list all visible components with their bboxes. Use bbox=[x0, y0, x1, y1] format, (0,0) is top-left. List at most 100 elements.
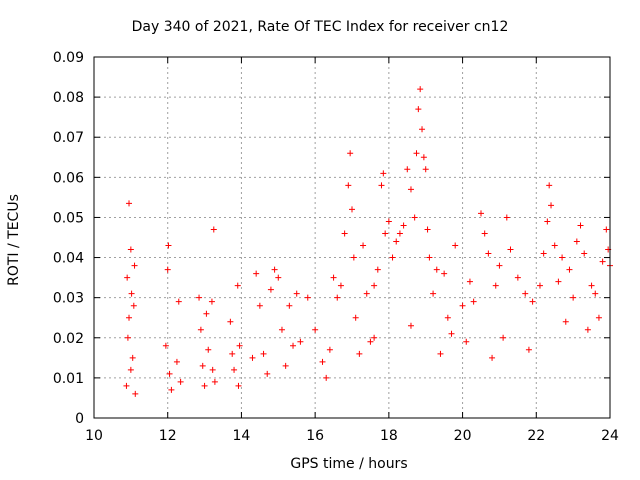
data-point bbox=[584, 326, 591, 333]
data-point bbox=[199, 362, 206, 369]
data-point bbox=[175, 298, 182, 305]
data-point bbox=[323, 374, 330, 381]
data-point bbox=[503, 214, 510, 221]
data-point bbox=[378, 182, 385, 189]
data-point bbox=[256, 302, 263, 309]
data-point bbox=[297, 338, 304, 345]
data-point bbox=[433, 266, 440, 273]
data-point bbox=[267, 286, 274, 293]
data-point bbox=[536, 282, 543, 289]
data-point bbox=[540, 250, 547, 257]
data-point bbox=[459, 302, 466, 309]
data-point bbox=[235, 382, 242, 389]
data-point bbox=[129, 354, 136, 361]
data-point bbox=[367, 338, 374, 345]
data-point bbox=[492, 282, 499, 289]
data-point bbox=[293, 290, 300, 297]
data-point bbox=[253, 270, 260, 277]
data-point bbox=[371, 334, 378, 341]
data-point bbox=[168, 386, 175, 393]
data-point bbox=[271, 266, 278, 273]
data-point bbox=[330, 274, 337, 281]
data-point bbox=[337, 282, 344, 289]
data-point bbox=[227, 318, 234, 325]
data-point bbox=[551, 242, 558, 249]
data-point bbox=[319, 358, 326, 365]
data-point bbox=[500, 334, 507, 341]
x-tick-label: 22 bbox=[527, 428, 545, 444]
data-point bbox=[437, 350, 444, 357]
y-tick-label: 0.08 bbox=[53, 90, 84, 106]
data-point bbox=[203, 310, 210, 317]
x-tick-label: 20 bbox=[454, 428, 472, 444]
data-point bbox=[349, 206, 355, 213]
data-point bbox=[415, 106, 422, 113]
data-point bbox=[371, 282, 378, 289]
data-point bbox=[334, 294, 341, 301]
data-point bbox=[290, 342, 297, 349]
data-point bbox=[566, 266, 573, 273]
x-tick-label: 24 bbox=[601, 428, 619, 444]
data-point bbox=[345, 182, 352, 189]
data-point bbox=[555, 278, 562, 285]
data-point bbox=[424, 226, 431, 233]
data-point bbox=[211, 378, 218, 385]
data-point bbox=[286, 302, 293, 309]
y-axis-label: ROTI / TECUs bbox=[6, 194, 22, 286]
data-point bbox=[396, 230, 403, 237]
data-point bbox=[347, 150, 354, 157]
data-point bbox=[260, 350, 267, 357]
data-point bbox=[131, 262, 138, 269]
x-tick-label: 10 bbox=[85, 428, 103, 444]
data-point bbox=[570, 294, 577, 301]
data-point bbox=[559, 254, 566, 261]
data-point bbox=[481, 230, 488, 237]
data-point bbox=[419, 126, 426, 133]
data-point bbox=[229, 350, 236, 357]
x-tick-label: 18 bbox=[380, 428, 398, 444]
data-point bbox=[400, 222, 407, 229]
y-tick-label: 0.07 bbox=[53, 130, 84, 146]
data-point bbox=[210, 226, 217, 233]
data-point bbox=[132, 390, 139, 397]
data-point bbox=[278, 326, 285, 333]
data-point bbox=[282, 362, 289, 369]
data-points bbox=[123, 86, 613, 397]
data-point bbox=[208, 298, 215, 305]
data-point bbox=[496, 262, 503, 269]
x-tick-label: 12 bbox=[159, 428, 177, 444]
data-point bbox=[441, 270, 448, 277]
data-point bbox=[275, 274, 282, 281]
data-point bbox=[417, 86, 424, 93]
data-point bbox=[382, 230, 389, 237]
data-point bbox=[577, 222, 584, 229]
data-point bbox=[326, 346, 333, 353]
data-point bbox=[173, 358, 180, 365]
data-point bbox=[177, 378, 184, 385]
data-point bbox=[466, 278, 473, 285]
data-point bbox=[231, 366, 238, 373]
data-point bbox=[165, 242, 172, 249]
data-point bbox=[209, 366, 216, 373]
y-tick-label: 0.04 bbox=[53, 251, 84, 267]
data-point bbox=[413, 150, 420, 157]
data-point bbox=[393, 238, 400, 245]
data-point bbox=[595, 314, 602, 321]
data-point bbox=[529, 298, 536, 305]
data-point bbox=[197, 326, 204, 333]
data-point bbox=[123, 382, 130, 389]
x-tick-label: 14 bbox=[233, 428, 251, 444]
y-tick-label: 0.01 bbox=[53, 371, 84, 387]
data-point bbox=[128, 290, 135, 297]
data-point bbox=[592, 290, 599, 297]
data-point bbox=[562, 318, 569, 325]
data-point bbox=[411, 214, 418, 221]
data-point bbox=[544, 218, 551, 225]
data-point bbox=[599, 258, 606, 265]
data-point bbox=[127, 366, 134, 373]
x-tick-labels: 10 12 14 16 18 20 22 24 bbox=[85, 428, 619, 444]
data-point bbox=[420, 154, 427, 161]
data-point bbox=[196, 294, 203, 301]
data-point bbox=[374, 266, 381, 273]
data-point bbox=[380, 170, 387, 177]
